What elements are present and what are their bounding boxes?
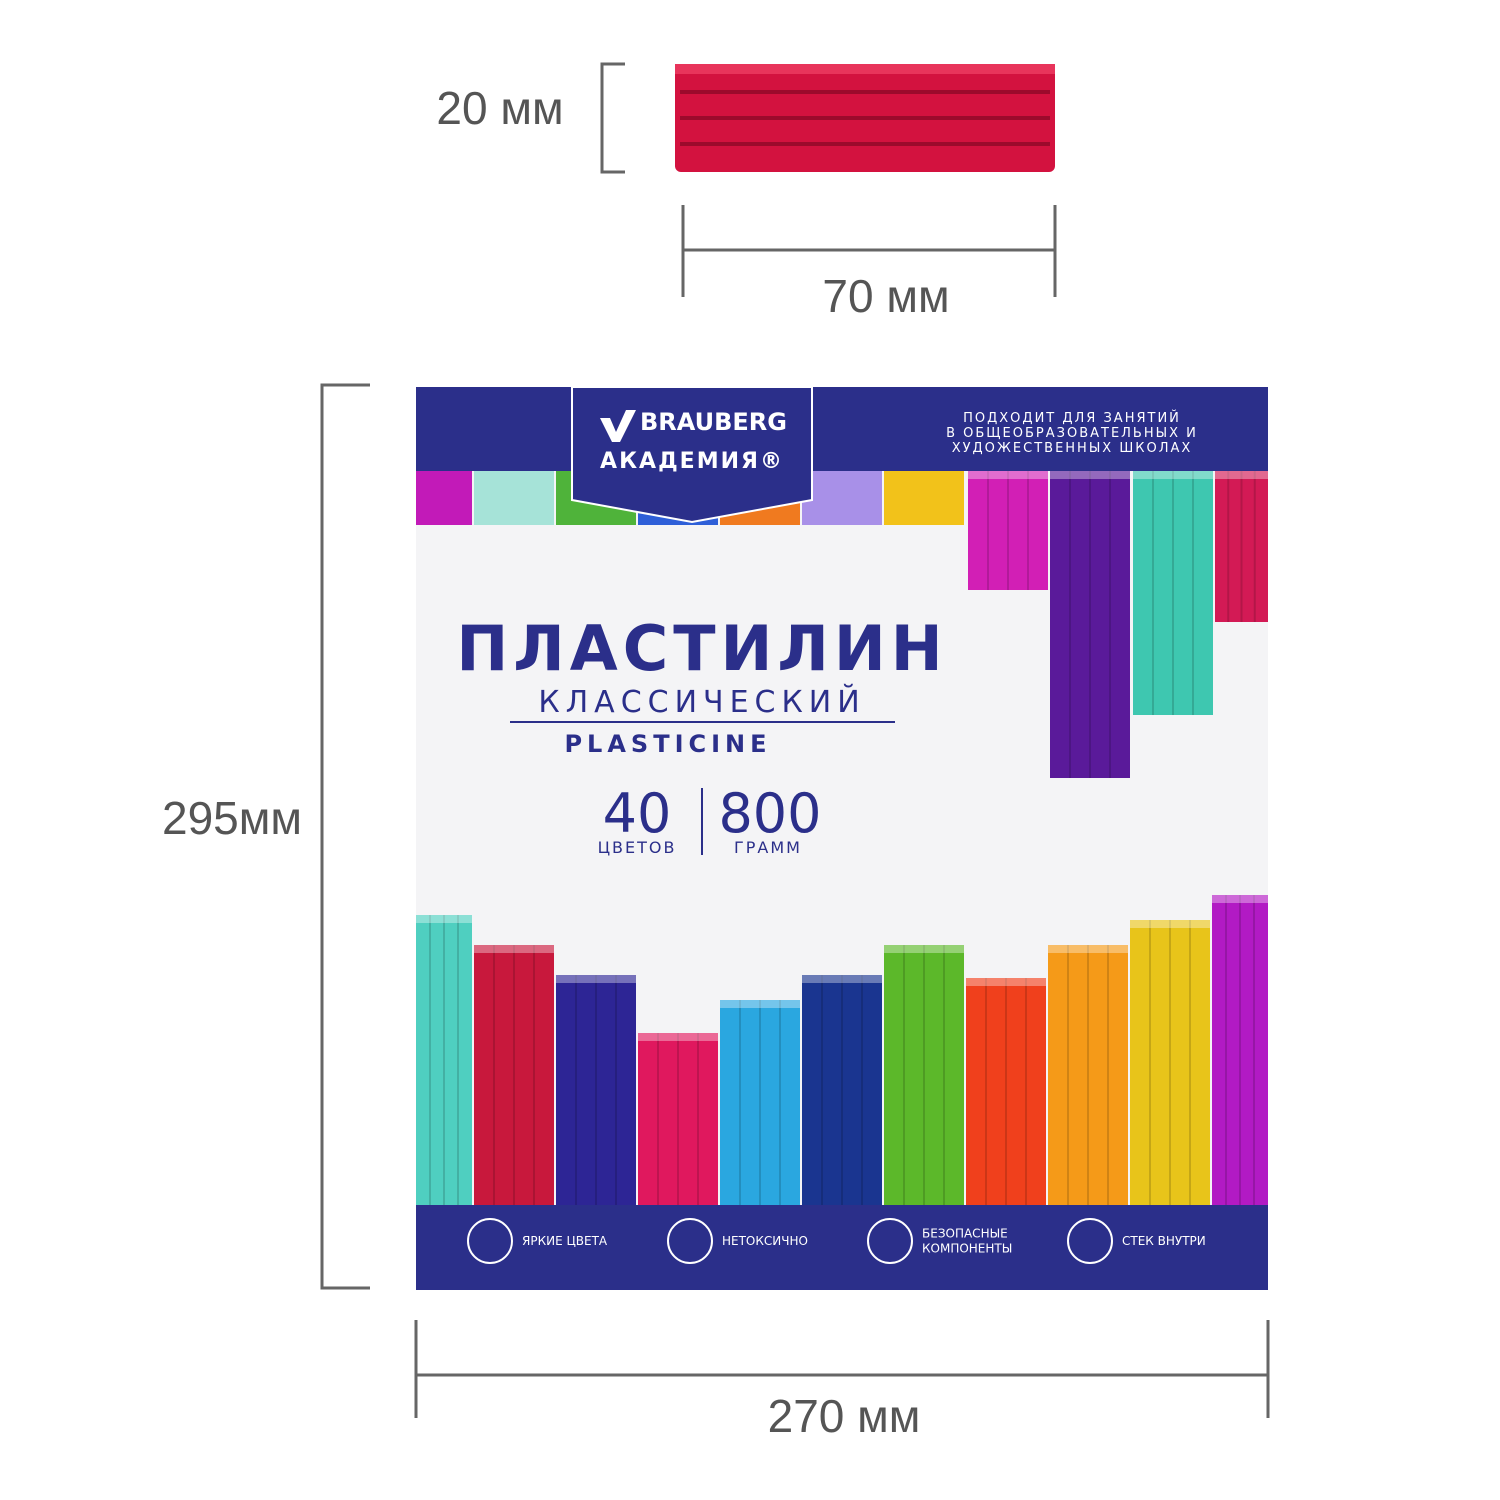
- stick-end: [968, 471, 1048, 479]
- feature-icon: [1067, 1218, 1113, 1264]
- box-width: 270 мм: [768, 1390, 921, 1442]
- feature-icon: [667, 1218, 713, 1264]
- feature-icon: [867, 1218, 913, 1264]
- colors-count: 40: [603, 782, 672, 845]
- clay-stick: [638, 1033, 718, 1205]
- note-line: В ОБЩЕОБРАЗОВАТЕЛЬНЫХ И: [946, 426, 1198, 441]
- clay-stick: [966, 978, 1046, 1205]
- clay-stick: [720, 1000, 800, 1205]
- feature-label: СТЕК ВНУТРИ: [1122, 1234, 1206, 1248]
- stick-end: [1048, 945, 1128, 953]
- clay-stick: [884, 945, 964, 1205]
- clay-stick: [1048, 945, 1128, 1205]
- clay-stick: [416, 471, 472, 525]
- english: PLASTICINE: [564, 730, 771, 758]
- clay-stick: [802, 975, 882, 1205]
- stick-end: [556, 975, 636, 983]
- stick-length: 70 мм: [822, 270, 949, 322]
- clay-stick: [968, 471, 1048, 590]
- stick-end: [802, 975, 882, 983]
- stick-end: [1212, 895, 1268, 903]
- note-line: ПОДХОДИТ ДЛЯ ЗАНЯТИЙ: [963, 410, 1181, 426]
- stick: [675, 64, 1055, 172]
- stick-end: [1215, 471, 1268, 479]
- feature-label: НЕТОКСИЧНО: [722, 1234, 808, 1248]
- clay-stick: [556, 975, 636, 1205]
- clay-stick: [1215, 471, 1268, 622]
- colors-label: ЦВЕТОВ: [598, 838, 677, 857]
- feature-label: КОМПОНЕНТЫ: [922, 1242, 1012, 1256]
- clay-stick: [884, 471, 964, 525]
- stick-end: [416, 915, 472, 923]
- clay-stick: [1133, 471, 1213, 715]
- line: АКАДЕМИЯ®: [600, 449, 784, 474]
- weight-label: ГРАММ: [734, 838, 802, 857]
- stick-end: [884, 945, 964, 953]
- dimension-lines: [320, 62, 1270, 1418]
- clay-stick: [416, 915, 472, 1205]
- stick-end: [1133, 471, 1213, 479]
- stick-end: [966, 978, 1046, 986]
- clay-stick: [474, 945, 554, 1205]
- brand: BRAUBERG: [640, 408, 787, 436]
- clay-stick: [1130, 920, 1210, 1205]
- stick-height: 20 мм: [436, 82, 563, 134]
- clay-stick: [802, 471, 882, 525]
- stick-end: [1050, 471, 1130, 479]
- weight: 800: [718, 782, 821, 845]
- stick-end: [720, 1000, 800, 1008]
- feature-label: БЕЗОПАСНЫЕ: [922, 1227, 1008, 1241]
- box-height: 295мм: [162, 792, 302, 844]
- subtitle: КЛАССИЧЕСКИЙ: [538, 684, 865, 720]
- feature-icon: [467, 1218, 513, 1264]
- feature-label: ЯРКИЕ ЦВЕТА: [522, 1234, 608, 1248]
- stick-end: [474, 945, 554, 953]
- clay-stick: [1050, 471, 1130, 778]
- clay-stick: [474, 471, 554, 525]
- note-line: ХУДОЖЕСТВЕННЫХ ШКОЛАХ: [952, 441, 1193, 456]
- stick-end: [638, 1033, 718, 1041]
- clay-stick: [1212, 895, 1268, 1205]
- stick-end: [1130, 920, 1210, 928]
- title: ПЛАСТИЛИН: [456, 612, 947, 685]
- package: BRAUBERG АКАДЕМИЯ® ПОДХОДИТ ДЛЯ ЗАНЯТИЙ …: [416, 386, 1268, 1290]
